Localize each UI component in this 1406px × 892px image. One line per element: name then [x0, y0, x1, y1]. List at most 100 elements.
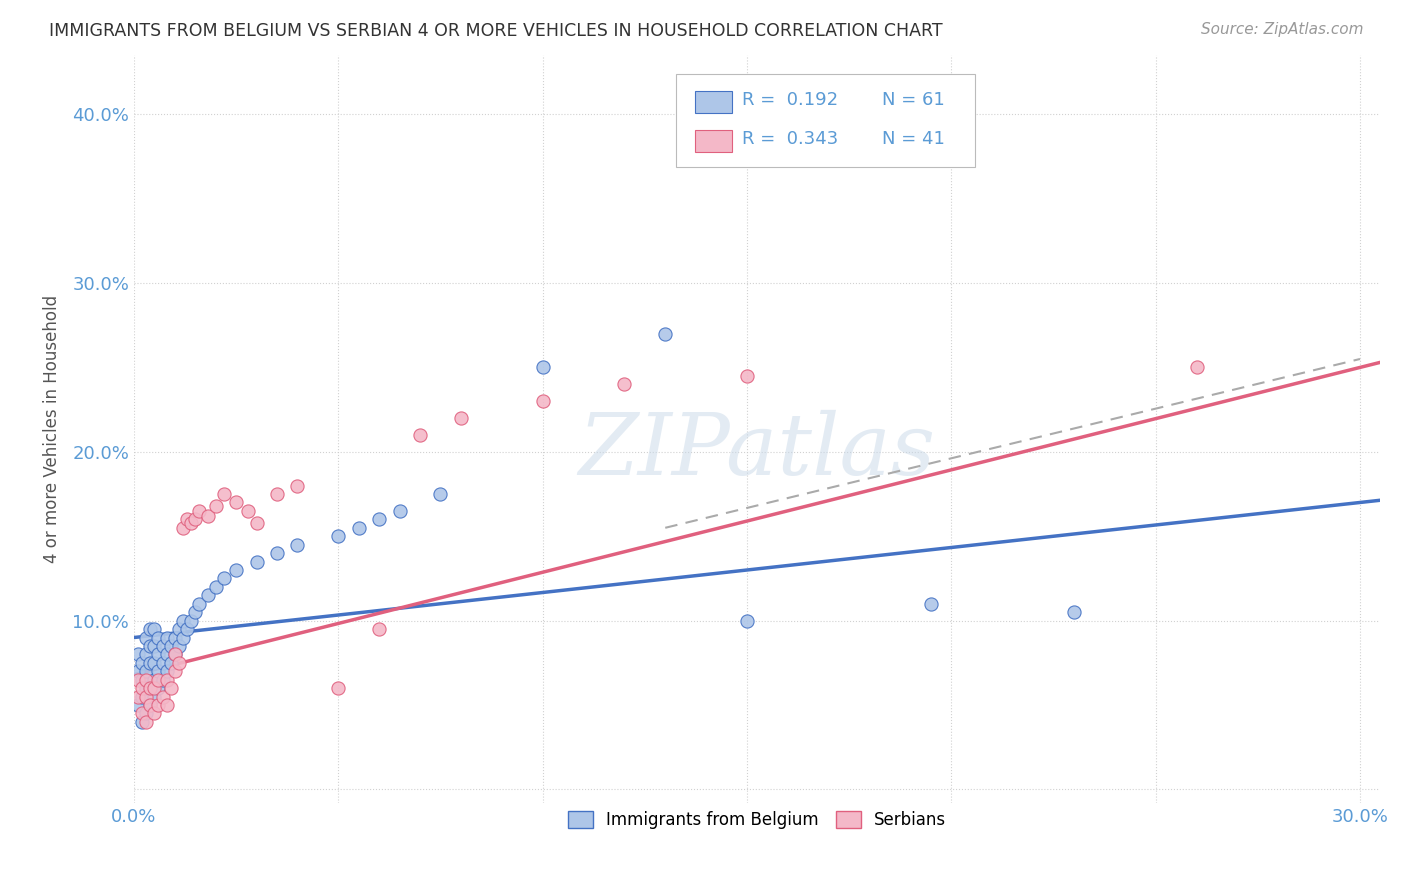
Point: [163, 648, 186, 662]
Point: [148, 648, 170, 662]
Point: [131, 714, 153, 729]
Point: [167, 656, 190, 670]
Point: [135, 631, 157, 645]
Point: [197, 588, 219, 602]
Point: [127, 673, 149, 687]
Point: [429, 487, 451, 501]
Point: [131, 673, 153, 687]
Point: [266, 546, 288, 560]
Point: [148, 631, 170, 645]
Point: [204, 580, 226, 594]
Point: [135, 673, 157, 687]
Point: [531, 360, 554, 375]
Point: [920, 597, 942, 611]
Point: [143, 690, 166, 704]
Point: [135, 714, 157, 729]
Point: [245, 516, 267, 530]
Point: [152, 656, 174, 670]
Point: [127, 665, 149, 679]
Point: [159, 681, 181, 695]
Text: R =  0.192: R = 0.192: [742, 91, 838, 109]
Point: [184, 512, 207, 526]
Point: [176, 512, 198, 526]
Text: ZIPatlas: ZIPatlas: [579, 410, 936, 492]
Point: [139, 639, 162, 653]
Point: [135, 706, 157, 721]
Point: [531, 394, 554, 409]
Point: [159, 656, 181, 670]
Point: [139, 656, 162, 670]
FancyBboxPatch shape: [695, 130, 733, 153]
Point: [180, 614, 202, 628]
Point: [156, 648, 179, 662]
Point: [152, 673, 174, 687]
Point: [143, 706, 166, 721]
Point: [159, 639, 181, 653]
Legend: Immigrants from Belgium, Serbians: Immigrants from Belgium, Serbians: [561, 805, 953, 836]
Text: IMMIGRANTS FROM BELGIUM VS SERBIAN 4 OR MORE VEHICLES IN HOUSEHOLD CORRELATION C: IMMIGRANTS FROM BELGIUM VS SERBIAN 4 OR …: [49, 22, 943, 40]
Point: [266, 487, 288, 501]
Point: [139, 698, 162, 712]
Point: [180, 516, 202, 530]
Point: [735, 614, 758, 628]
Point: [167, 622, 190, 636]
Point: [613, 377, 636, 392]
Point: [654, 326, 676, 341]
Point: [172, 521, 194, 535]
Point: [143, 656, 166, 670]
Point: [172, 631, 194, 645]
Point: [143, 622, 166, 636]
Point: [184, 605, 207, 619]
Point: [131, 690, 153, 704]
Point: [156, 665, 179, 679]
Point: [163, 631, 186, 645]
Point: [368, 622, 391, 636]
Text: N = 41: N = 41: [882, 130, 945, 148]
Point: [131, 706, 153, 721]
Point: [139, 681, 162, 695]
Text: N = 61: N = 61: [882, 91, 945, 109]
Point: [287, 478, 309, 492]
Point: [139, 681, 162, 695]
Point: [212, 571, 235, 585]
Point: [127, 690, 149, 704]
Point: [409, 428, 432, 442]
Point: [131, 656, 153, 670]
Point: [148, 681, 170, 695]
Point: [148, 665, 170, 679]
Point: [204, 499, 226, 513]
Point: [172, 614, 194, 628]
Point: [163, 648, 186, 662]
FancyBboxPatch shape: [695, 91, 733, 113]
Point: [167, 639, 190, 653]
Point: [139, 698, 162, 712]
Text: Source: ZipAtlas.com: Source: ZipAtlas.com: [1201, 22, 1364, 37]
Point: [131, 681, 153, 695]
Point: [735, 368, 758, 383]
Point: [143, 673, 166, 687]
Point: [188, 597, 211, 611]
Point: [156, 631, 179, 645]
Point: [135, 648, 157, 662]
Point: [156, 698, 179, 712]
Point: [450, 411, 472, 425]
Point: [1185, 360, 1208, 375]
Point: [225, 495, 247, 509]
Point: [148, 698, 170, 712]
Point: [287, 538, 309, 552]
Point: [135, 665, 157, 679]
Point: [156, 673, 179, 687]
Text: R =  0.343: R = 0.343: [742, 130, 838, 148]
Point: [388, 504, 411, 518]
Point: [197, 508, 219, 523]
Y-axis label: 4 or more Vehicles in Household: 4 or more Vehicles in Household: [44, 295, 60, 563]
Point: [238, 504, 260, 518]
Point: [245, 555, 267, 569]
Point: [347, 521, 370, 535]
Point: [143, 639, 166, 653]
Point: [152, 690, 174, 704]
Point: [212, 487, 235, 501]
Point: [368, 512, 391, 526]
Point: [127, 648, 149, 662]
Point: [127, 698, 149, 712]
